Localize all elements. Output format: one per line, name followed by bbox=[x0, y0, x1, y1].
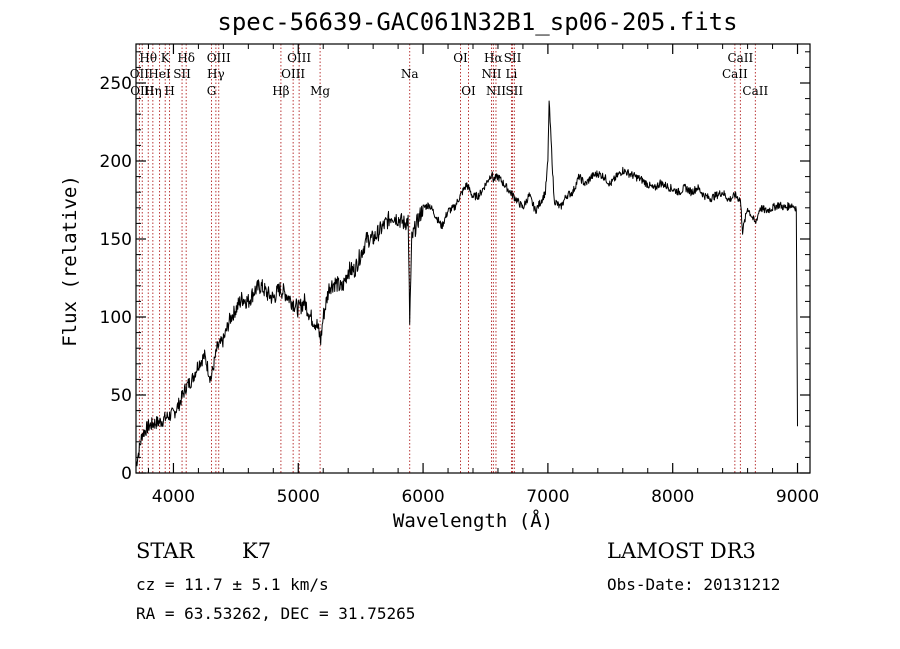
line-marker-label-8: Hδ bbox=[177, 51, 195, 65]
line-marker-label-26: CaII bbox=[722, 67, 748, 81]
spectrum-line bbox=[135, 100, 798, 467]
line-marker-label-9: OIII bbox=[207, 51, 231, 65]
line-marker-label-22: SII bbox=[504, 51, 522, 65]
redshift-value: cz = 11.7 ± 5.1 km/s bbox=[136, 575, 329, 594]
line-marker-label-13: OIII bbox=[281, 67, 305, 81]
x-tick-label-6000: 6000 bbox=[401, 487, 444, 507]
line-marker-label-7: H bbox=[164, 84, 174, 98]
line-marker-label-27: CaII bbox=[742, 84, 768, 98]
line-marker-label-6: SII bbox=[173, 67, 191, 81]
x-tick-label-8000: 8000 bbox=[651, 487, 694, 507]
line-marker-label-2: OIII bbox=[130, 84, 154, 98]
line-marker-label-16: Na bbox=[401, 67, 419, 81]
star-subclass: K7 bbox=[242, 539, 272, 563]
y-axis-label: Flux (relative) bbox=[59, 175, 81, 347]
line-marker-label-3: HeI bbox=[148, 67, 171, 81]
survey-name: LAMOST DR3 bbox=[607, 539, 756, 563]
x-tick-label-7000: 7000 bbox=[526, 487, 569, 507]
line-marker-label-23: Li bbox=[506, 67, 518, 81]
y-tick-label-0: 0 bbox=[121, 464, 132, 484]
y-tick-label-50: 50 bbox=[110, 386, 132, 406]
star-class: STAR bbox=[136, 539, 195, 563]
line-marker-label-15: Mg bbox=[310, 84, 330, 98]
line-marker-label-14: OIII bbox=[287, 51, 311, 65]
plot-frame bbox=[135, 43, 811, 474]
spectrum-layer bbox=[135, 100, 798, 467]
line-marker-label-11: G bbox=[207, 84, 217, 98]
line-marker-label-12: Hβ bbox=[272, 84, 289, 98]
line-marker-label-17: OI bbox=[453, 51, 468, 65]
line-marker-label-1: OII bbox=[130, 67, 150, 81]
y-tick-label-150: 150 bbox=[100, 230, 132, 250]
y-tick-label-100: 100 bbox=[100, 308, 132, 328]
y-tick-label-200: 200 bbox=[100, 152, 132, 172]
line-marker-label-4: Hη bbox=[144, 84, 162, 98]
x-tick-label-9000: 9000 bbox=[776, 487, 819, 507]
line-marker-label-5: K bbox=[161, 51, 171, 65]
axis-ticks: 4000 5000 6000 7000 8000 9000 0 50 100 150 200 250 bbox=[100, 44, 819, 507]
x-axis-label: Wavelength (Å) bbox=[392, 510, 554, 532]
obs-date: Obs-Date: 20131212 bbox=[607, 575, 781, 594]
y-tick-label-250: 250 bbox=[100, 74, 132, 94]
line-marker-label-21: NII bbox=[486, 84, 506, 98]
line-marker-label-20: NII bbox=[481, 67, 501, 81]
line-marker-layer bbox=[138, 44, 756, 473]
line-marker-label-0: Hθ bbox=[139, 51, 157, 65]
coordinates: RA = 63.53262, DEC = 31.75265 bbox=[136, 604, 416, 623]
x-tick-label-4000: 4000 bbox=[152, 487, 195, 507]
x-tick-label-5000: 5000 bbox=[277, 487, 320, 507]
line-marker-label-18: OI bbox=[461, 84, 476, 98]
line-marker-label-24: SII bbox=[505, 84, 523, 98]
line-marker-label-10: Hγ bbox=[207, 67, 225, 81]
line-marker-label-19: Hα bbox=[484, 51, 503, 65]
line-marker-label-25: CaII bbox=[727, 51, 753, 65]
chart-title: spec-56639-GAC061N32B1_sp06-205.fits bbox=[217, 8, 738, 36]
